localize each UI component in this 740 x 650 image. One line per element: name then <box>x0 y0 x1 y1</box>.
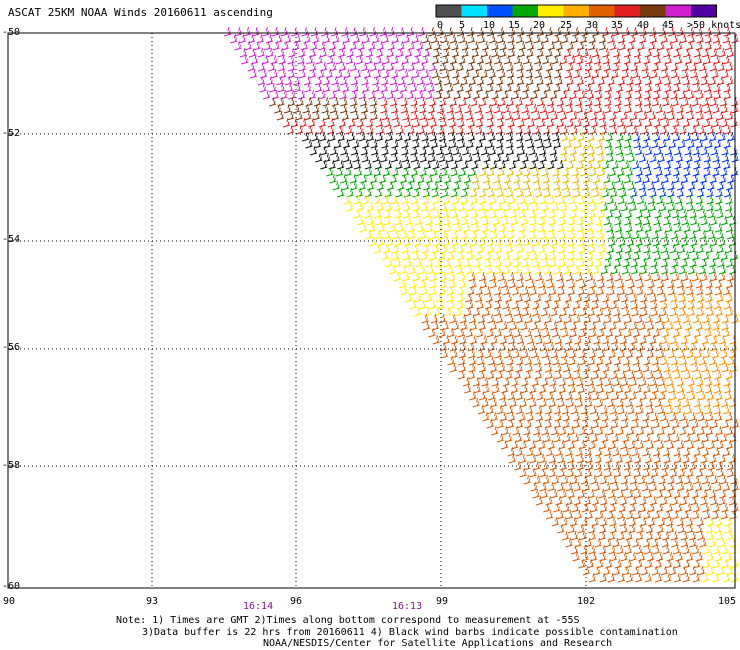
legend-label-20: 20 <box>533 20 546 31</box>
legend-label-25: 25 <box>560 20 573 31</box>
legend-swatch <box>512 5 539 17</box>
lat-label: -52 <box>2 128 21 139</box>
lat-label: -60 <box>2 581 21 592</box>
legend-swatch <box>640 5 666 17</box>
pass-time-label: 16:14 <box>243 601 274 612</box>
legend-swatch <box>538 5 564 17</box>
legend-label-5: 5 <box>459 20 466 31</box>
legend-swatch <box>614 5 641 17</box>
lon-label: 93 <box>146 596 159 607</box>
lat-label: -50 <box>2 27 21 38</box>
lat-label: -54 <box>2 234 21 245</box>
legend-label-15: 15 <box>508 20 521 31</box>
legend-swatch <box>461 5 488 17</box>
lon-label: 96 <box>290 596 303 607</box>
map-frame <box>7 32 736 589</box>
lon-label: 102 <box>577 596 596 607</box>
legend-label-45: 45 <box>662 20 675 31</box>
wind-barb-swath <box>223 27 740 583</box>
legend-swatch <box>665 5 692 17</box>
legend-swatch <box>436 5 462 17</box>
pass-time-label: 16:13 <box>392 601 423 612</box>
speed-color-legend <box>435 4 717 18</box>
footnote-line-1: Note: 1) Times are GMT 2)Times along bot… <box>116 615 580 626</box>
legend-label-30: 30 <box>586 20 599 31</box>
footnote-line-2: 3)Data buffer is 22 hrs from 20160611 4)… <box>142 627 678 638</box>
legend-label-0: 0 <box>437 20 444 31</box>
lon-label: 90 <box>3 596 16 607</box>
legend-label-35: 35 <box>611 20 624 31</box>
legend-label-50-knots: >50 knots <box>687 20 740 31</box>
legend-swatch <box>589 5 615 17</box>
legend-swatch <box>691 5 717 17</box>
map-title: ASCAT 25KM NOAA Winds 20160611 ascending <box>8 6 273 19</box>
lon-label: 99 <box>436 596 449 607</box>
lat-label: -56 <box>2 342 21 353</box>
lon-label: 105 <box>718 596 737 607</box>
legend-label-40: 40 <box>637 20 650 31</box>
footnote-credit: NOAA/NESDIS/Center for Satellite Applica… <box>263 638 613 649</box>
legend-swatch <box>563 5 590 17</box>
legend-label-10: 10 <box>483 20 496 31</box>
legend-swatch <box>487 5 513 17</box>
lat-label: -58 <box>2 460 21 471</box>
